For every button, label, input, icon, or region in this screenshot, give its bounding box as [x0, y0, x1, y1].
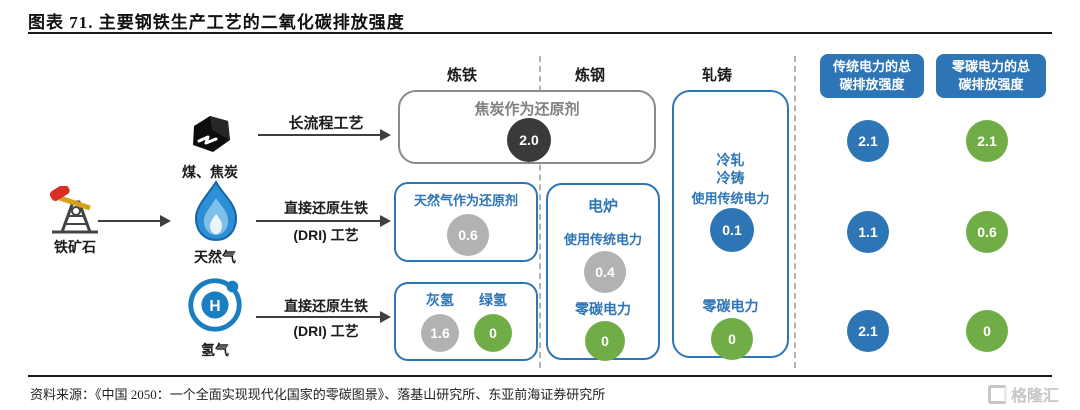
gelonghui-logo-icon: [988, 384, 1007, 404]
stage-ironmaking: 炼铁: [446, 67, 477, 84]
totals-zero-header: 零碳电力的总 碳排放强度: [936, 54, 1046, 98]
total-trad-dri-gas: 1.1: [847, 211, 889, 253]
totals-trad-header-line1: 传统电力的总: [832, 59, 911, 75]
box-rc-zero-label: 零碳电力: [702, 298, 759, 314]
box-h2-gray-label: 灰氢: [426, 292, 454, 308]
route-dri-gas-sublabel: (DRI) 工艺: [293, 227, 359, 243]
arrow-dri-gas: [256, 215, 391, 227]
box-coke-reductant: 焦炭作为还原剂 2.0: [398, 90, 656, 164]
hydrogen-icon: H: [188, 278, 242, 332]
box-hydrogen-dri: 灰氢 绿氢 1.6 0: [394, 282, 538, 361]
arrow-ore-to-fuels: [98, 215, 171, 227]
arrow-dri-h2: [256, 311, 391, 323]
source-note: 资料来源：《中国 2050：一个全面实现现代化国家的零碳图景》、落基山研究所、东…: [30, 387, 606, 402]
totals-zero-header-line2: 碳排放强度: [958, 77, 1024, 92]
value-ef-trad: 0.4: [584, 251, 626, 293]
box-rc-line2: 冷铸: [716, 170, 745, 186]
route-dri-gas-label: 直接还原生铁: [284, 200, 368, 216]
total-trad-long: 2.1: [847, 120, 889, 162]
total-zero-dri-h2: 0: [966, 310, 1008, 352]
title-underline: [28, 32, 1052, 34]
box-h2-green-label: 绿氢: [479, 292, 507, 308]
value-coke: 2.0: [507, 118, 551, 162]
totals-zero-header-line1: 零碳电力的总: [951, 59, 1030, 75]
box-rc-line1: 冷轧: [716, 152, 745, 168]
input-ore-label: 铁矿石: [54, 239, 96, 255]
value-h2-green: 0: [474, 314, 512, 352]
figure-title: 图表 71. 主要钢铁生产工艺的二氧化碳排放强度: [28, 13, 405, 32]
value-h2-gray: 1.6: [421, 314, 459, 352]
fuel-gas-label: 天然气: [194, 249, 236, 265]
value-gas: 0.6: [447, 214, 489, 256]
fuel-coal-label: 煤、焦炭: [182, 164, 238, 180]
box-ef-trad-label: 使用传统电力: [563, 232, 642, 247]
route-long-process-label: 长流程工艺: [288, 115, 364, 132]
coal-icon: [193, 116, 230, 152]
box-gas-title: 天然气作为还原剂: [413, 193, 518, 208]
stage-steelmaking: 炼钢: [574, 67, 605, 84]
route-dri-h2-sublabel: (DRI) 工艺: [293, 323, 359, 339]
value-rc-trad: 0.1: [710, 208, 754, 252]
separator-casting-totals: [794, 56, 796, 368]
footer-rule: [28, 375, 1052, 377]
box-ef-zero-label: 零碳电力: [575, 301, 631, 317]
box-gas-reductant: 天然气作为还原剂 0.6: [394, 182, 538, 262]
total-trad-dri-h2: 2.1: [847, 310, 889, 352]
totals-trad-header-line2: 碳排放强度: [839, 77, 905, 92]
flame-icon: [194, 180, 238, 242]
stage-rolling-casting: 轧铸: [701, 67, 732, 84]
totals-trad-header: 传统电力的总 碳排放强度: [820, 54, 924, 98]
box-ef-title: 电炉: [587, 198, 618, 215]
total-zero-dri-gas: 0.6: [966, 211, 1008, 253]
value-ef-zero: 0: [585, 321, 625, 361]
separator-ironmaking-steelmaking: [539, 56, 541, 368]
box-rolling-casting: 冷轧 冷铸 使用传统电力 0.1 零碳电力 0: [672, 90, 789, 360]
box-electric-furnace: 电炉 使用传统电力 0.4 零碳电力 0: [546, 183, 660, 361]
box-coke-title: 焦炭作为还原剂: [474, 101, 580, 118]
value-rc-zero: 0: [711, 318, 753, 360]
fuel-hydrogen-label: 氢气: [201, 342, 229, 358]
watermark-text: 格隆汇: [1011, 388, 1060, 405]
total-zero-long: 2.1: [966, 120, 1008, 162]
hydrogen-symbol: H: [209, 298, 220, 315]
box-rc-line3: 使用传统电力: [691, 191, 770, 206]
route-dri-h2-label: 直接还原生铁: [284, 298, 368, 314]
arrow-long-process: [258, 129, 391, 141]
derrick-icon: [49, 186, 98, 234]
watermark: 格隆汇: [988, 382, 1059, 406]
